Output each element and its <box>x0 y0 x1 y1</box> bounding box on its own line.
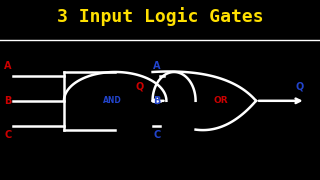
Text: A: A <box>153 61 161 71</box>
Text: C: C <box>153 130 160 141</box>
Text: 3 Input Logic Gates: 3 Input Logic Gates <box>57 7 263 26</box>
Text: OR: OR <box>213 96 228 105</box>
Text: B: B <box>4 96 12 106</box>
Text: C: C <box>4 130 12 141</box>
Text: A: A <box>4 61 12 71</box>
Text: Q: Q <box>135 82 143 92</box>
Text: Q: Q <box>295 82 303 92</box>
Text: B: B <box>153 96 161 106</box>
Text: AND: AND <box>103 96 121 105</box>
